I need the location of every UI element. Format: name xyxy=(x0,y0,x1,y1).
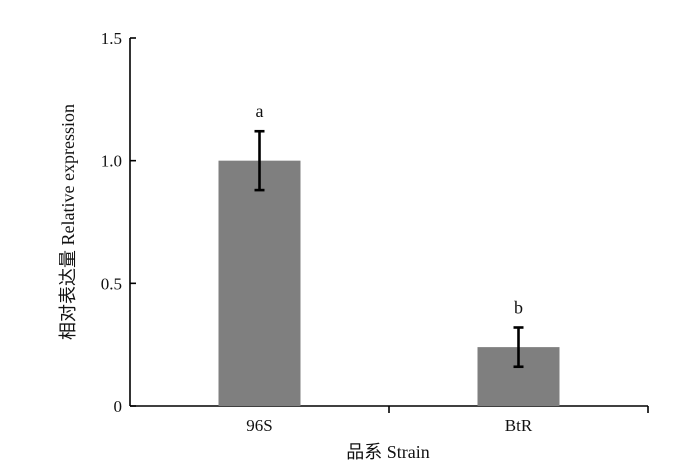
y-tick-label: 1.0 xyxy=(101,152,122,171)
y-tick-label: 0.5 xyxy=(101,274,122,293)
significance-label-96S: a xyxy=(256,101,264,121)
x-tick-label-BtR: BtR xyxy=(505,416,533,435)
x-axis-title: 品系 Strain xyxy=(346,442,430,462)
significance-label-BtR: b xyxy=(514,297,523,317)
bar-96S xyxy=(218,160,301,406)
y-axis-title: 相对表达量 Relative expression xyxy=(58,104,78,340)
plot-area: 0 0.5 1.0 1.5 a 96S b BtR xyxy=(101,29,649,435)
y-tick-label: 0 xyxy=(114,397,123,416)
x-tick-label-96S: 96S xyxy=(246,416,272,435)
y-tick-label: 1.5 xyxy=(101,29,122,48)
